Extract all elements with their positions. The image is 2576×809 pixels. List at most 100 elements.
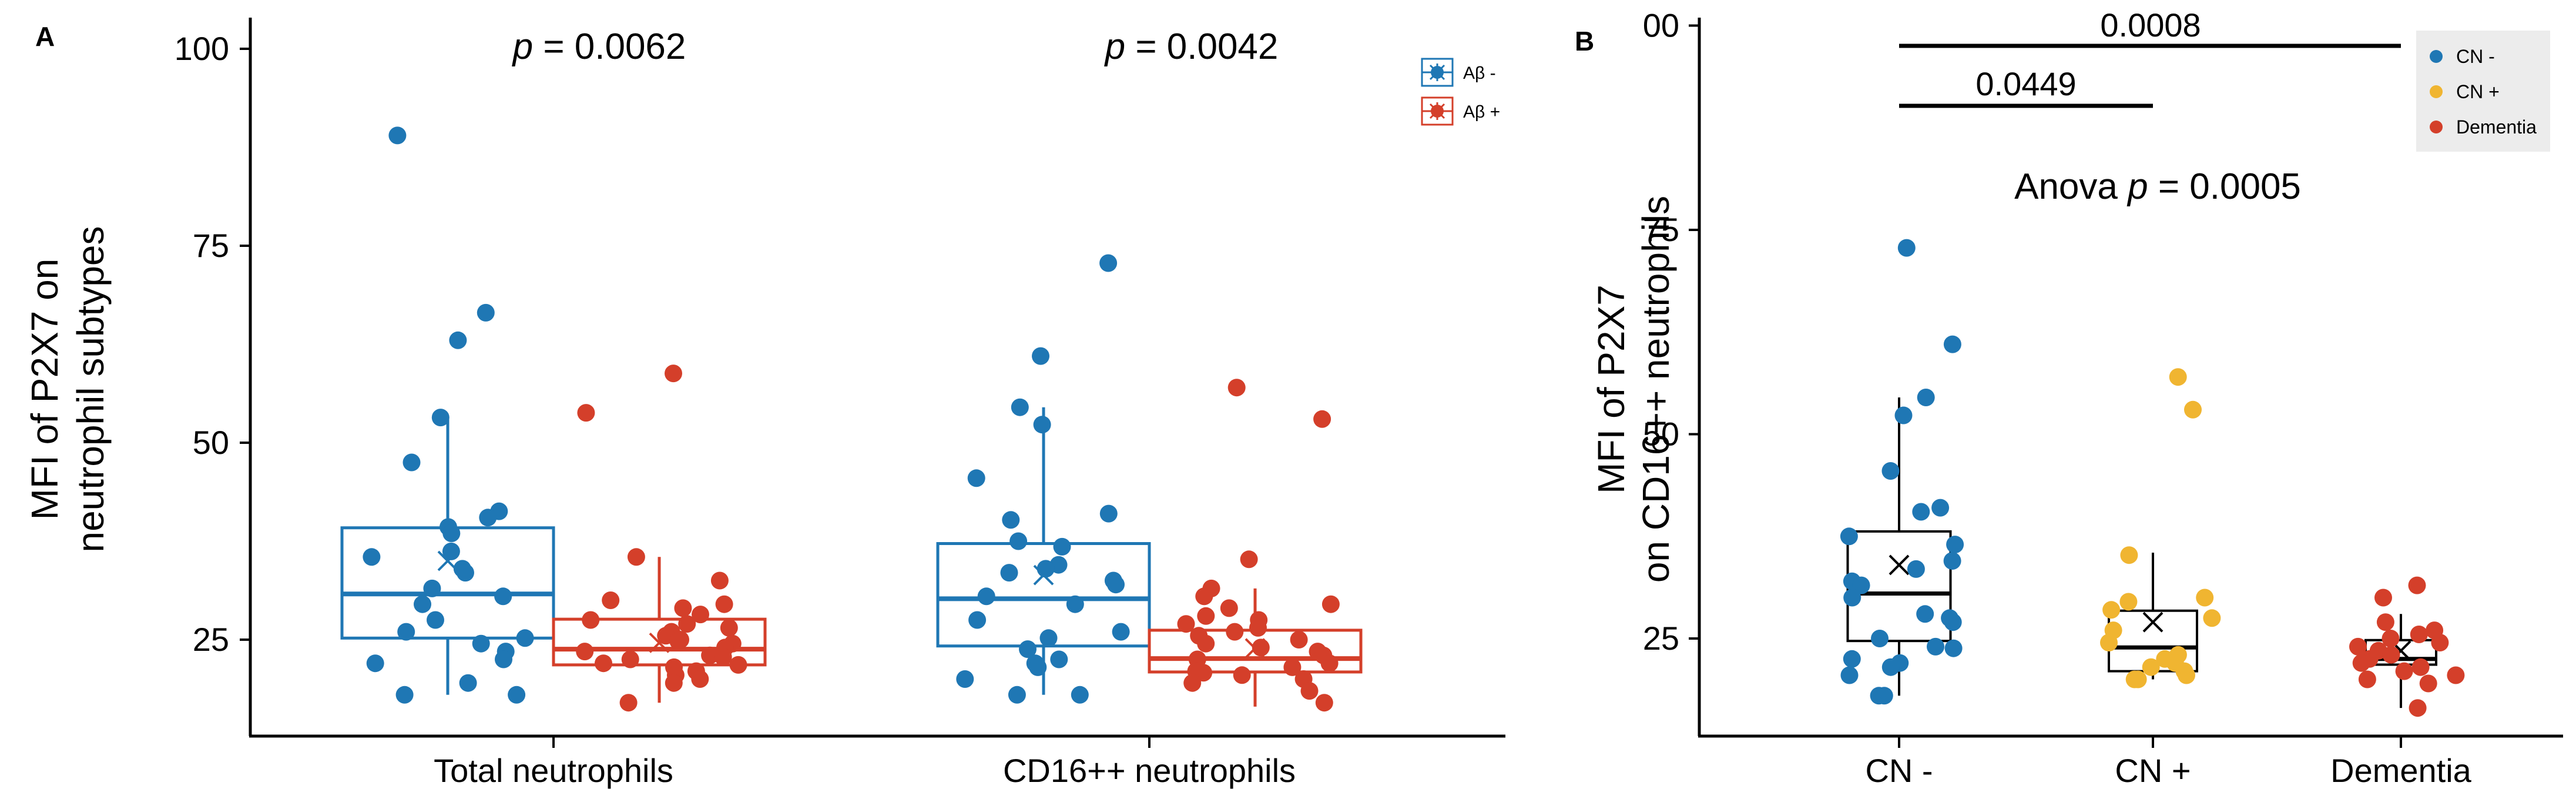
panel-a-abeta-pos-group-2-point bbox=[1252, 638, 1270, 657]
panel-a-abeta-neg-group-2-point bbox=[1033, 416, 1051, 434]
panel-a-abeta-pos-group-1-point bbox=[691, 670, 709, 688]
panel-a-abeta-neg-group-1-point bbox=[472, 634, 490, 653]
panel-b-dementia-point bbox=[2419, 674, 2437, 693]
panel-b-cn-neg-point bbox=[1881, 658, 1900, 676]
panel-a-abeta-neg-group-2-point bbox=[1029, 658, 1047, 676]
panel-a-abeta-pos-group-2-point bbox=[1197, 607, 1215, 625]
panel-a-abeta-neg-group-2-point bbox=[1032, 347, 1049, 365]
panel-a-abeta-pos-group-2-point bbox=[1240, 550, 1258, 569]
panel-b-cn-neg-point bbox=[1871, 630, 1889, 647]
panel-b-cn-neg-point bbox=[1897, 239, 1916, 257]
panel-b-cn-pos-point bbox=[2125, 670, 2144, 688]
panel-a-abeta-neg-group-1-point bbox=[442, 524, 461, 543]
panel-a-legend: Aβ - Aβ + bbox=[1421, 58, 1500, 126]
panel-b-dementia-point bbox=[2411, 658, 2430, 676]
x-tick-label: Total neutrophils bbox=[434, 752, 673, 789]
panel-a-ylabel-line1: MFI of P2X7 on bbox=[24, 259, 66, 520]
panel-b-ylabel-line2: on CD16++ neutrophils bbox=[1635, 196, 1677, 583]
panel-b-dementia-point bbox=[2376, 613, 2394, 631]
panel-b-cn-neg-point bbox=[1916, 605, 1934, 623]
panel-b-cn-neg-point bbox=[1946, 536, 1964, 554]
panel-a-pvalue-2: p = 0.0042 bbox=[1104, 26, 1279, 67]
panel-a-abeta-neg-group-1-point bbox=[395, 686, 414, 704]
panel-a-abeta-neg-group-2-point bbox=[1039, 629, 1058, 647]
panel-b-cn-neg-point bbox=[1840, 527, 1858, 546]
panel-b-cn-pos-point bbox=[2100, 634, 2118, 651]
panel-a-abeta-pos-group-1-point bbox=[701, 646, 719, 664]
panel-a-abeta-pos-group-2-point bbox=[1197, 634, 1215, 653]
panel-a-abeta-neg-group-2-point bbox=[1019, 640, 1037, 658]
legend-label-cn-neg: CN - bbox=[2456, 46, 2495, 67]
panel-b-cn-neg-mean-marker bbox=[1889, 554, 1910, 576]
panel-b-cn-pos-mean-marker bbox=[2142, 611, 2164, 633]
x-tick-label: CN - bbox=[1865, 752, 1933, 789]
y-tick-label: 25 bbox=[1643, 620, 1679, 657]
panel-b-dementia-point bbox=[2409, 699, 2427, 717]
panel-a-abeta-neg-group-2-point bbox=[1050, 650, 1068, 668]
panel-b-dementia-point bbox=[2352, 654, 2370, 672]
panel-a-abeta-pos-group-2-point bbox=[1315, 694, 1333, 712]
panel-a-abeta-pos-group-2-point bbox=[1290, 631, 1308, 648]
panel-a-abeta-neg-group-2-point bbox=[1099, 254, 1118, 272]
panel-b-dementia-point bbox=[2431, 634, 2449, 651]
panel-b-cn-neg-point bbox=[1917, 389, 1935, 406]
panel-a-abeta-neg-group-1-point bbox=[402, 453, 421, 472]
y-tick-label: 100 bbox=[175, 30, 229, 67]
panel-a-abeta-pos-group-1-box bbox=[552, 617, 767, 667]
panel-b-dementia-point bbox=[2408, 576, 2426, 594]
y-tick-label: 50 bbox=[193, 424, 229, 461]
panel-a-abeta-neg-group-2-point bbox=[1000, 564, 1018, 582]
panel-b-cn-pos-point bbox=[2120, 546, 2138, 564]
panel-a-abeta-neg-group-2-point bbox=[1099, 504, 1118, 523]
panel-a-abeta-pos-group-2-point bbox=[1313, 410, 1331, 428]
x-tick-label: CD16++ neutrophils bbox=[1003, 752, 1296, 789]
panel-a-abeta-neg-group-2-point bbox=[1011, 398, 1029, 416]
panel-a-abeta-pos-group-2-point bbox=[1249, 619, 1267, 637]
panel-b-cn-neg-point bbox=[1927, 637, 1944, 656]
panel-b-letter: B bbox=[1575, 26, 1594, 56]
panel-a-abeta-pos-group-1-point bbox=[665, 674, 683, 692]
bracket-2-label: 0.0008 bbox=[2100, 6, 2201, 44]
panel-b-cn-neg-point bbox=[1843, 589, 1861, 607]
panel-a-abeta-neg-group-2-point bbox=[967, 469, 985, 487]
panel-a-ylabel-line2: neutrophil subtypes bbox=[69, 226, 112, 552]
panel-a-abeta-pos-group-1-point bbox=[678, 615, 696, 633]
panel-a-abeta-pos-group-1-point bbox=[715, 595, 733, 613]
panel-a-abeta-neg-group-1-point bbox=[414, 595, 431, 613]
legend-label-dementia: Dementia bbox=[2456, 116, 2537, 138]
panel-a-abeta-pos-group-2-point bbox=[1183, 674, 1202, 692]
panel-b-dementia-point bbox=[2382, 630, 2400, 647]
panel-a-abeta-neg-group-2-point bbox=[956, 670, 974, 688]
panel-b-cn-neg-point bbox=[1875, 687, 1893, 705]
panel-b-plot-area: 25 50 75 00 CN - CN + Dementia bbox=[1643, 7, 2472, 790]
panel-a-abeta-pos-group-1-point bbox=[619, 694, 638, 712]
panel-a-abeta-neg-group-1-point bbox=[449, 331, 467, 349]
panel-a-abeta-neg-group-1-point bbox=[457, 564, 474, 582]
panel-a-abeta-pos-group-2-point bbox=[1283, 658, 1302, 676]
panel-a-abeta-neg-group-1-point bbox=[495, 650, 512, 668]
panel-a-abeta-neg-group-2-box bbox=[936, 542, 1151, 648]
legend-label-abeta-neg: Aβ - bbox=[1463, 63, 1496, 83]
x-tick-label: Dementia bbox=[2330, 752, 2472, 789]
panel-b-dementia-point bbox=[2374, 589, 2392, 607]
panel-a-abeta-pos-group-1-point bbox=[714, 648, 732, 666]
panel-b-cn-neg-point bbox=[1943, 335, 1961, 353]
panel-a-abeta-neg-group-1-point bbox=[423, 579, 441, 597]
panel-a-abeta-neg-group-1-point bbox=[459, 674, 477, 692]
panel-a-abeta-pos-group-2-point bbox=[1195, 664, 1213, 682]
panel-a-abeta-pos-group-1-point bbox=[621, 650, 639, 668]
y-tick-label: 25 bbox=[193, 621, 229, 658]
panel-a-abeta-neg-group-2-point bbox=[1107, 576, 1125, 594]
y-tick-label: 50 bbox=[1643, 416, 1679, 453]
panel-a-abeta-neg-group-2-point bbox=[1037, 560, 1055, 578]
panel-a-abeta-pos-group-1-point bbox=[577, 404, 595, 422]
legend-dot-dementia bbox=[2430, 121, 2443, 133]
panel-a-letter: A bbox=[35, 21, 55, 52]
panel-a-ylabel: MFI of P2X7 on neutrophil subtypes bbox=[24, 226, 112, 552]
panel-a-abeta-neg-group-2-point bbox=[977, 587, 995, 606]
panel-b-ylabel-line1: MFI of P2X7 bbox=[1590, 285, 1632, 494]
panel-a-abeta-neg-group-2-point bbox=[1008, 686, 1026, 704]
panel-b-cn-neg-point bbox=[1894, 406, 1913, 424]
panel-a-abeta-neg-group-1-point bbox=[516, 629, 534, 647]
panel-a-abeta-pos-group-1-point bbox=[669, 632, 687, 650]
